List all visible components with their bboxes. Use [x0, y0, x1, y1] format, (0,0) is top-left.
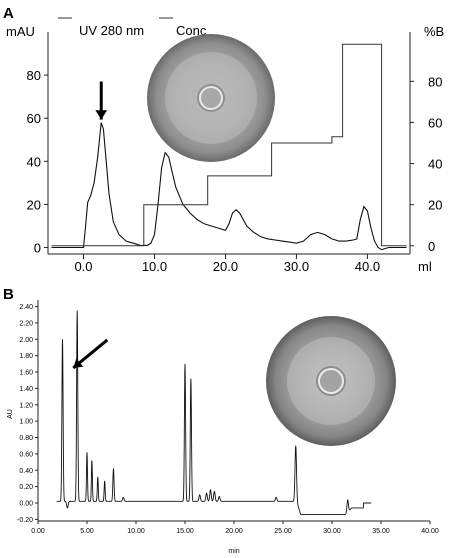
b-y-tick-label: 1.60	[19, 370, 33, 377]
a-x-tick-label: 0.0	[74, 259, 92, 274]
b-x-tick-label: 0.00	[31, 528, 45, 535]
a-y-right-tick-label: 60	[428, 115, 442, 130]
b-y-tick-label: 1.80	[19, 353, 33, 360]
b-plate-well-rim	[318, 368, 344, 394]
a-legend: UV 280 nm Conc	[58, 17, 207, 38]
a-series-uv-line	[51, 122, 407, 251]
panel-b-label: B	[3, 286, 14, 303]
b-y-tick-label: 0.80	[19, 435, 33, 442]
b-arrow-annotation	[72, 338, 109, 370]
a-x-tick-label: 40.0	[355, 259, 380, 274]
b-y-tick-label: -0.20	[17, 517, 33, 524]
b-y-unit: AU	[7, 409, 14, 419]
b-x-tick-label: 5.00	[80, 528, 94, 535]
b-y-tick-label: 2.20	[19, 320, 33, 327]
b-x-ticks: 0.00 5.00 10.00 15.00 20.00 25.00 30.00 35.00 40…	[31, 521, 439, 535]
a-y-right-unit: %B	[424, 24, 444, 39]
b-series-line	[56, 310, 372, 515]
a-y-right-tick-label: 40	[428, 157, 442, 172]
a-y-right-tick-label: 20	[428, 198, 442, 213]
b-y-tick-label: 0.00	[19, 500, 33, 507]
a-y-left-tick-label: 60	[27, 111, 41, 126]
a-y-left-unit: mAU	[6, 24, 35, 39]
b-series-group	[56, 310, 372, 515]
a-y-left-tick-label: 20	[27, 197, 41, 212]
a-y-left-tick-label: 80	[27, 68, 41, 83]
b-y-tick-label: 1.40	[19, 386, 33, 393]
b-y-tick-label: 0.60	[19, 451, 33, 458]
a-y-right-tick-label: 0	[428, 239, 435, 254]
a-arrow-annotation	[95, 81, 108, 120]
a-y-left-tick-label: 0	[34, 241, 41, 256]
b-plot-area: 0.00 5.00 10.00 15.00 20.00 25.00 30.00 35.00 40…	[7, 300, 439, 555]
a-legend-conc-label: Conc	[176, 23, 207, 38]
b-arrow-head	[73, 358, 84, 368]
b-x-tick-label: 10.00	[127, 528, 145, 535]
b-x-tick-label: 20.00	[225, 528, 243, 535]
a-x-tick-label: 30.0	[284, 259, 309, 274]
a-series-group	[51, 43, 407, 251]
b-x-tick-label: 35.00	[372, 528, 390, 535]
a-series-conc-line	[51, 43, 407, 247]
a-x-unit: ml	[418, 259, 432, 274]
b-y-tick-label: 2.40	[19, 304, 33, 311]
b-y-tick-label: 1.00	[19, 419, 33, 426]
b-y-tick-label: 2.00	[19, 337, 33, 344]
a-x-tick-label: 10.0	[142, 259, 167, 274]
b-y-tick-label: 0.40	[19, 468, 33, 475]
a-legend-uv-label: UV 280 nm	[79, 23, 144, 38]
b-y-tick-label: 0.20	[19, 484, 33, 491]
b-x-unit: min	[228, 548, 239, 555]
a-y-left-ticks: 0 20 40 60 80	[27, 68, 48, 256]
a-x-ticks: 0.0 10.0 20.0 30.0 40.0	[74, 254, 380, 274]
b-x-tick-label: 40.00	[421, 528, 439, 535]
panel-a-label: A	[3, 5, 14, 22]
b-x-tick-label: 30.00	[323, 528, 341, 535]
a-arrow-head	[95, 110, 108, 120]
a-plate-well-rim	[199, 86, 223, 110]
a-y-left-tick-label: 40	[27, 154, 41, 169]
a-y-right-ticks: 0 20 40 60 80	[410, 74, 442, 254]
b-plate-image	[266, 316, 396, 446]
a-x-tick-label: 20.0	[213, 259, 238, 274]
b-y-ticks: -0.20 0.00 0.20 0.40 0.60 0.80 1.00 1.20 1.40 1.6…	[17, 304, 38, 524]
a-plate-image	[147, 34, 275, 162]
b-y-tick-label: 1.20	[19, 402, 33, 409]
b-x-tick-label: 15.00	[176, 528, 194, 535]
b-x-tick-label: 25.00	[274, 528, 292, 535]
a-y-right-tick-label: 80	[428, 74, 442, 89]
